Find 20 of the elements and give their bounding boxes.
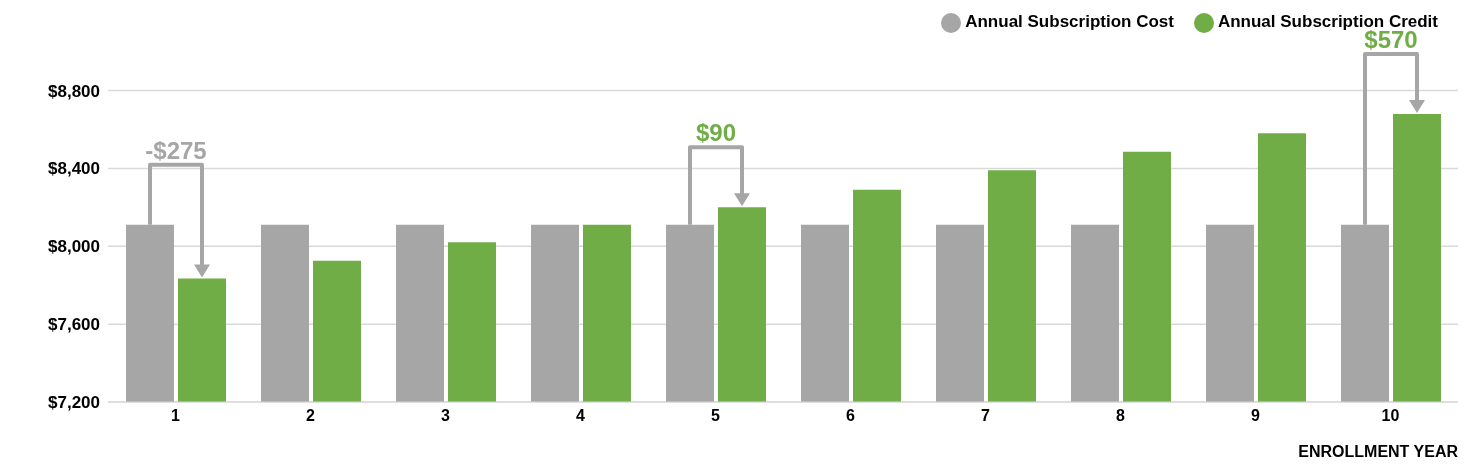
legend-label: Annual Subscription Credit	[1217, 12, 1438, 31]
x-tick-label: 6	[846, 407, 856, 425]
annotation: $90	[695, 119, 737, 147]
x-axis-title: ENROLLMENT YEAR	[1298, 443, 1459, 460]
y-tick-label: $8,800	[48, 81, 100, 101]
y-tick-label: $8,000	[48, 237, 100, 257]
annotation: -$275	[145, 136, 207, 164]
x-tick-label: 5	[711, 407, 721, 425]
y-tick-label: $7,600	[48, 315, 100, 335]
y-tick-label: $7,200	[48, 393, 100, 413]
x-tick-label: 1	[171, 407, 181, 425]
y-tick-label: $8,400	[48, 159, 100, 179]
legend-label: Annual Subscription Cost	[965, 12, 1174, 31]
x-tick-label: 10	[1381, 407, 1400, 425]
x-tick-label: 4	[576, 407, 586, 425]
x-tick-label: 8	[1116, 407, 1126, 425]
x-tick-label: 9	[1251, 407, 1261, 425]
x-tick-label: 2	[306, 407, 316, 425]
x-tick-label: 3	[441, 407, 451, 425]
x-tick-label: 7	[981, 407, 991, 425]
